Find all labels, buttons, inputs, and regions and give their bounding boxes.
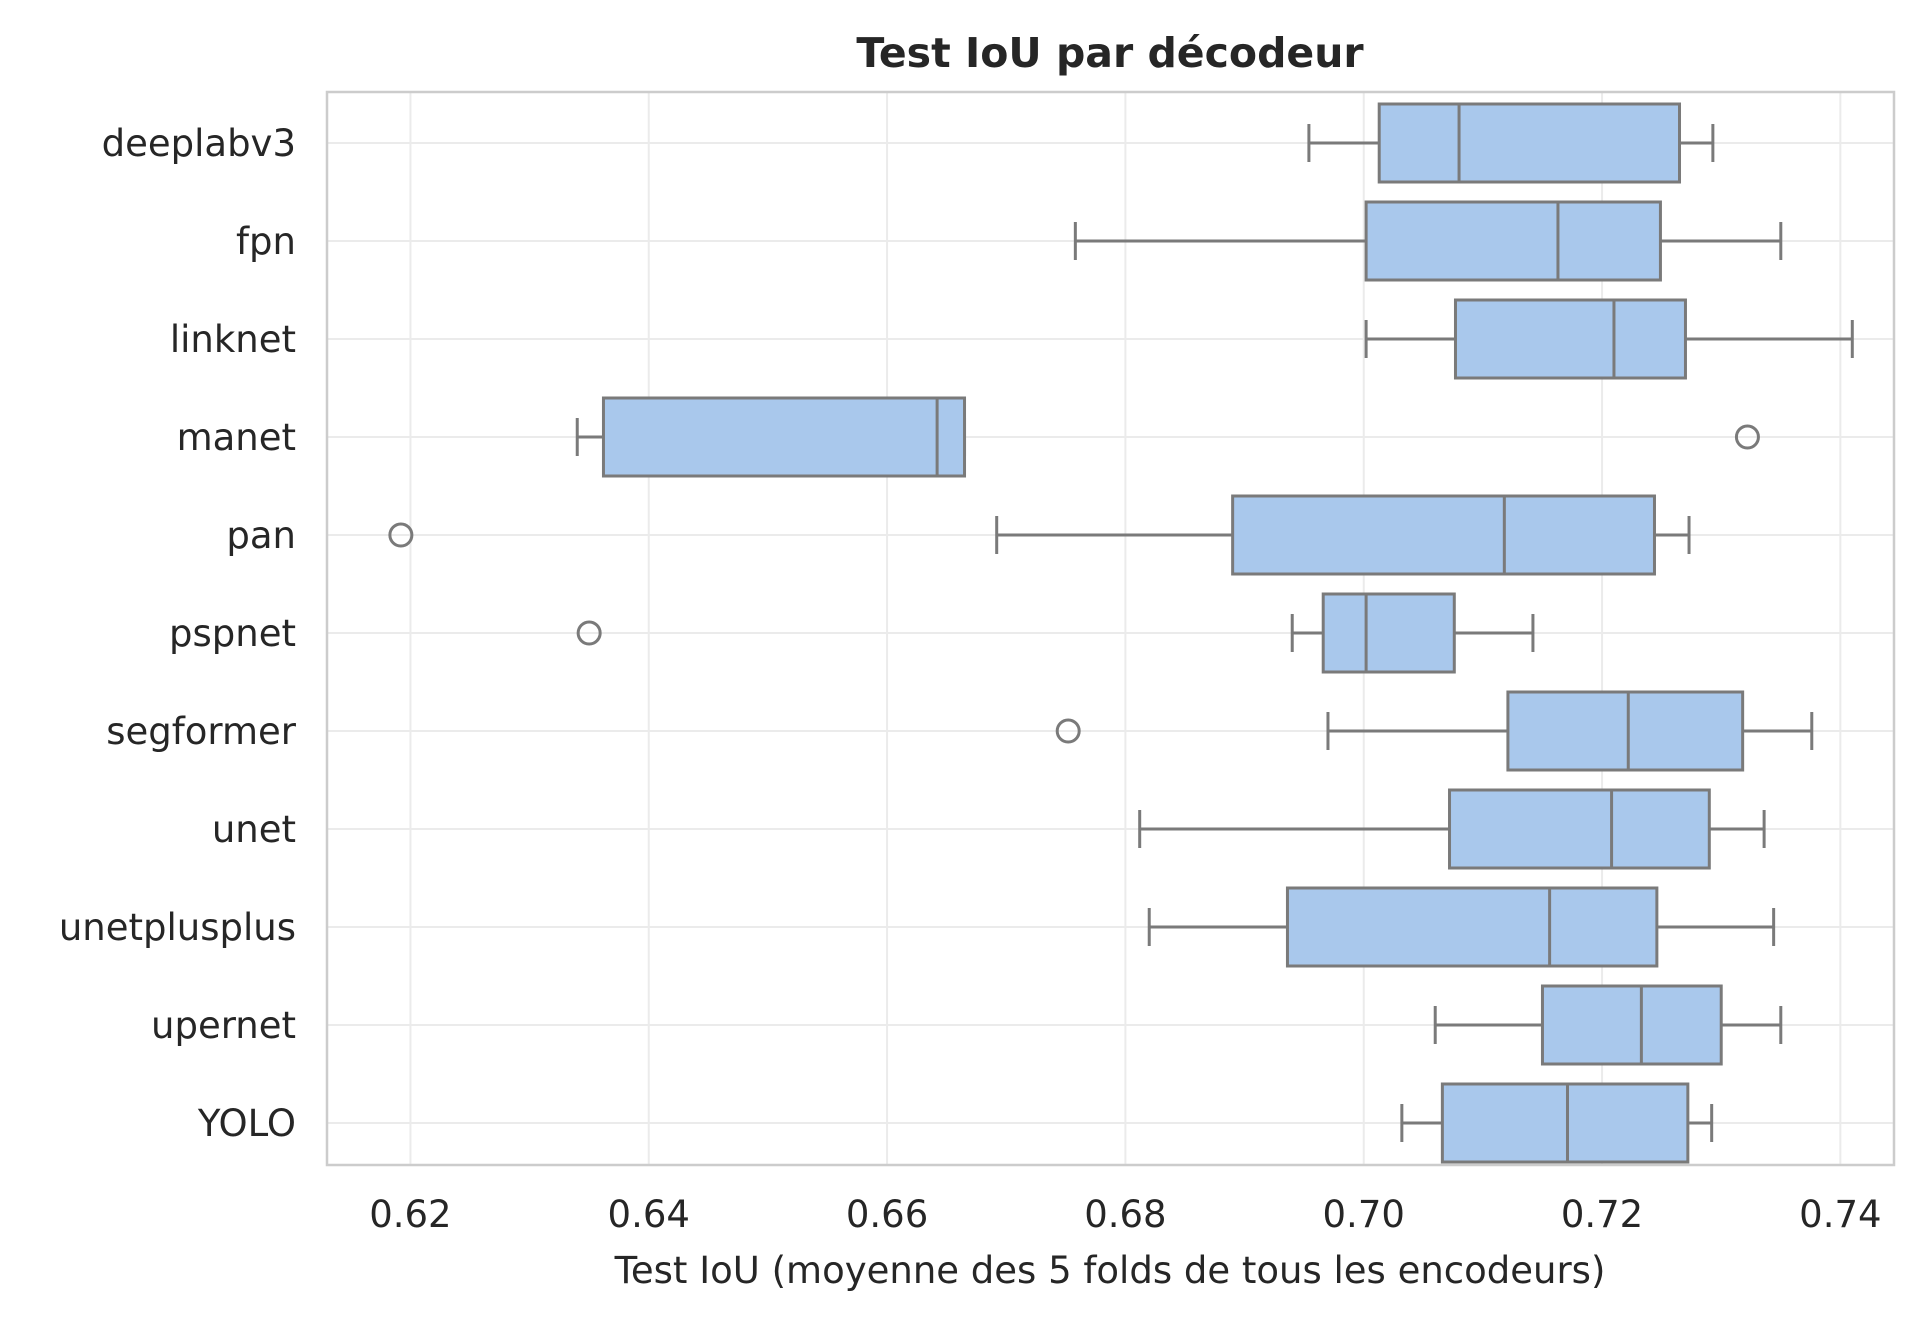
box-manet [601, 396, 967, 478]
box-group-manet [575, 396, 1760, 478]
x-tick-label-3: 0.68 [1084, 1193, 1166, 1236]
x-tick-label-0: 0.62 [369, 1193, 451, 1236]
outlier-pspnet-0 [576, 620, 602, 646]
y-tick-label-pan: pan [226, 514, 296, 557]
box-group-pspnet [576, 592, 1535, 674]
box-pan [1231, 494, 1656, 576]
y-tick-label-manet: manet [177, 416, 296, 459]
y-tick-label-deeplabv3: deeplabv3 [102, 122, 296, 165]
y-tick-label-linknet: linknet [170, 318, 296, 361]
box-group-pan [388, 494, 1691, 576]
y-tick-label-pspnet: pspnet [169, 612, 296, 655]
box-fpn [1364, 200, 1662, 282]
box-pspnet [1321, 592, 1456, 674]
chart-title: Test IoU par décodeur [856, 29, 1364, 77]
box-unet [1448, 788, 1711, 870]
box-group-segformer [1055, 690, 1814, 772]
box-YOLO [1440, 1082, 1690, 1164]
y-tick-label-segformer: segformer [106, 710, 297, 753]
outlier-pan-0 [388, 522, 414, 548]
box-group-upernet [1433, 984, 1783, 1066]
y-tick-label-upernet: upernet [151, 1004, 296, 1047]
box-unetplusplus [1285, 886, 1659, 968]
box-group-unet [1138, 788, 1766, 870]
box-group-linknet [1364, 298, 1854, 380]
x-tick-labels: 0.62 0.64 0.66 0.68 0.70 0.72 0.74 [369, 1193, 1881, 1236]
x-tick-label-4: 0.70 [1323, 1193, 1405, 1236]
x-axis-label: Test IoU (moyenne des 5 folds de tous le… [614, 1249, 1606, 1292]
box-group-fpn [1073, 200, 1783, 282]
y-tick-label-fpn: fpn [236, 220, 296, 263]
x-tick-label-1: 0.64 [608, 1193, 690, 1236]
box-deeplabv3 [1377, 102, 1682, 184]
y-tick-label-YOLO: YOLO [197, 1102, 296, 1145]
outlier-segformer-0 [1055, 718, 1081, 744]
y-tick-labels: deeplabv3 fpn linknet manet pan pspnet segform… [59, 122, 297, 1145]
box-group-deeplabv3 [1307, 102, 1715, 184]
box-upernet [1540, 984, 1723, 1066]
x-tick-label-2: 0.66 [846, 1193, 928, 1236]
x-tick-label-5: 0.72 [1561, 1193, 1643, 1236]
x-tick-label-6: 0.74 [1799, 1193, 1881, 1236]
box-segformer [1506, 690, 1745, 772]
y-tick-label-unetplusplus: unetplusplus [59, 906, 296, 949]
box-group-YOLO [1400, 1082, 1714, 1164]
plot-frame [325, 90, 1896, 1167]
y-tick-label-unet: unet [212, 808, 296, 851]
outlier-manet-0 [1734, 424, 1760, 450]
box-group-unetplusplus [1147, 886, 1776, 968]
box-linknet [1453, 298, 1687, 380]
box-series [388, 102, 1854, 1164]
